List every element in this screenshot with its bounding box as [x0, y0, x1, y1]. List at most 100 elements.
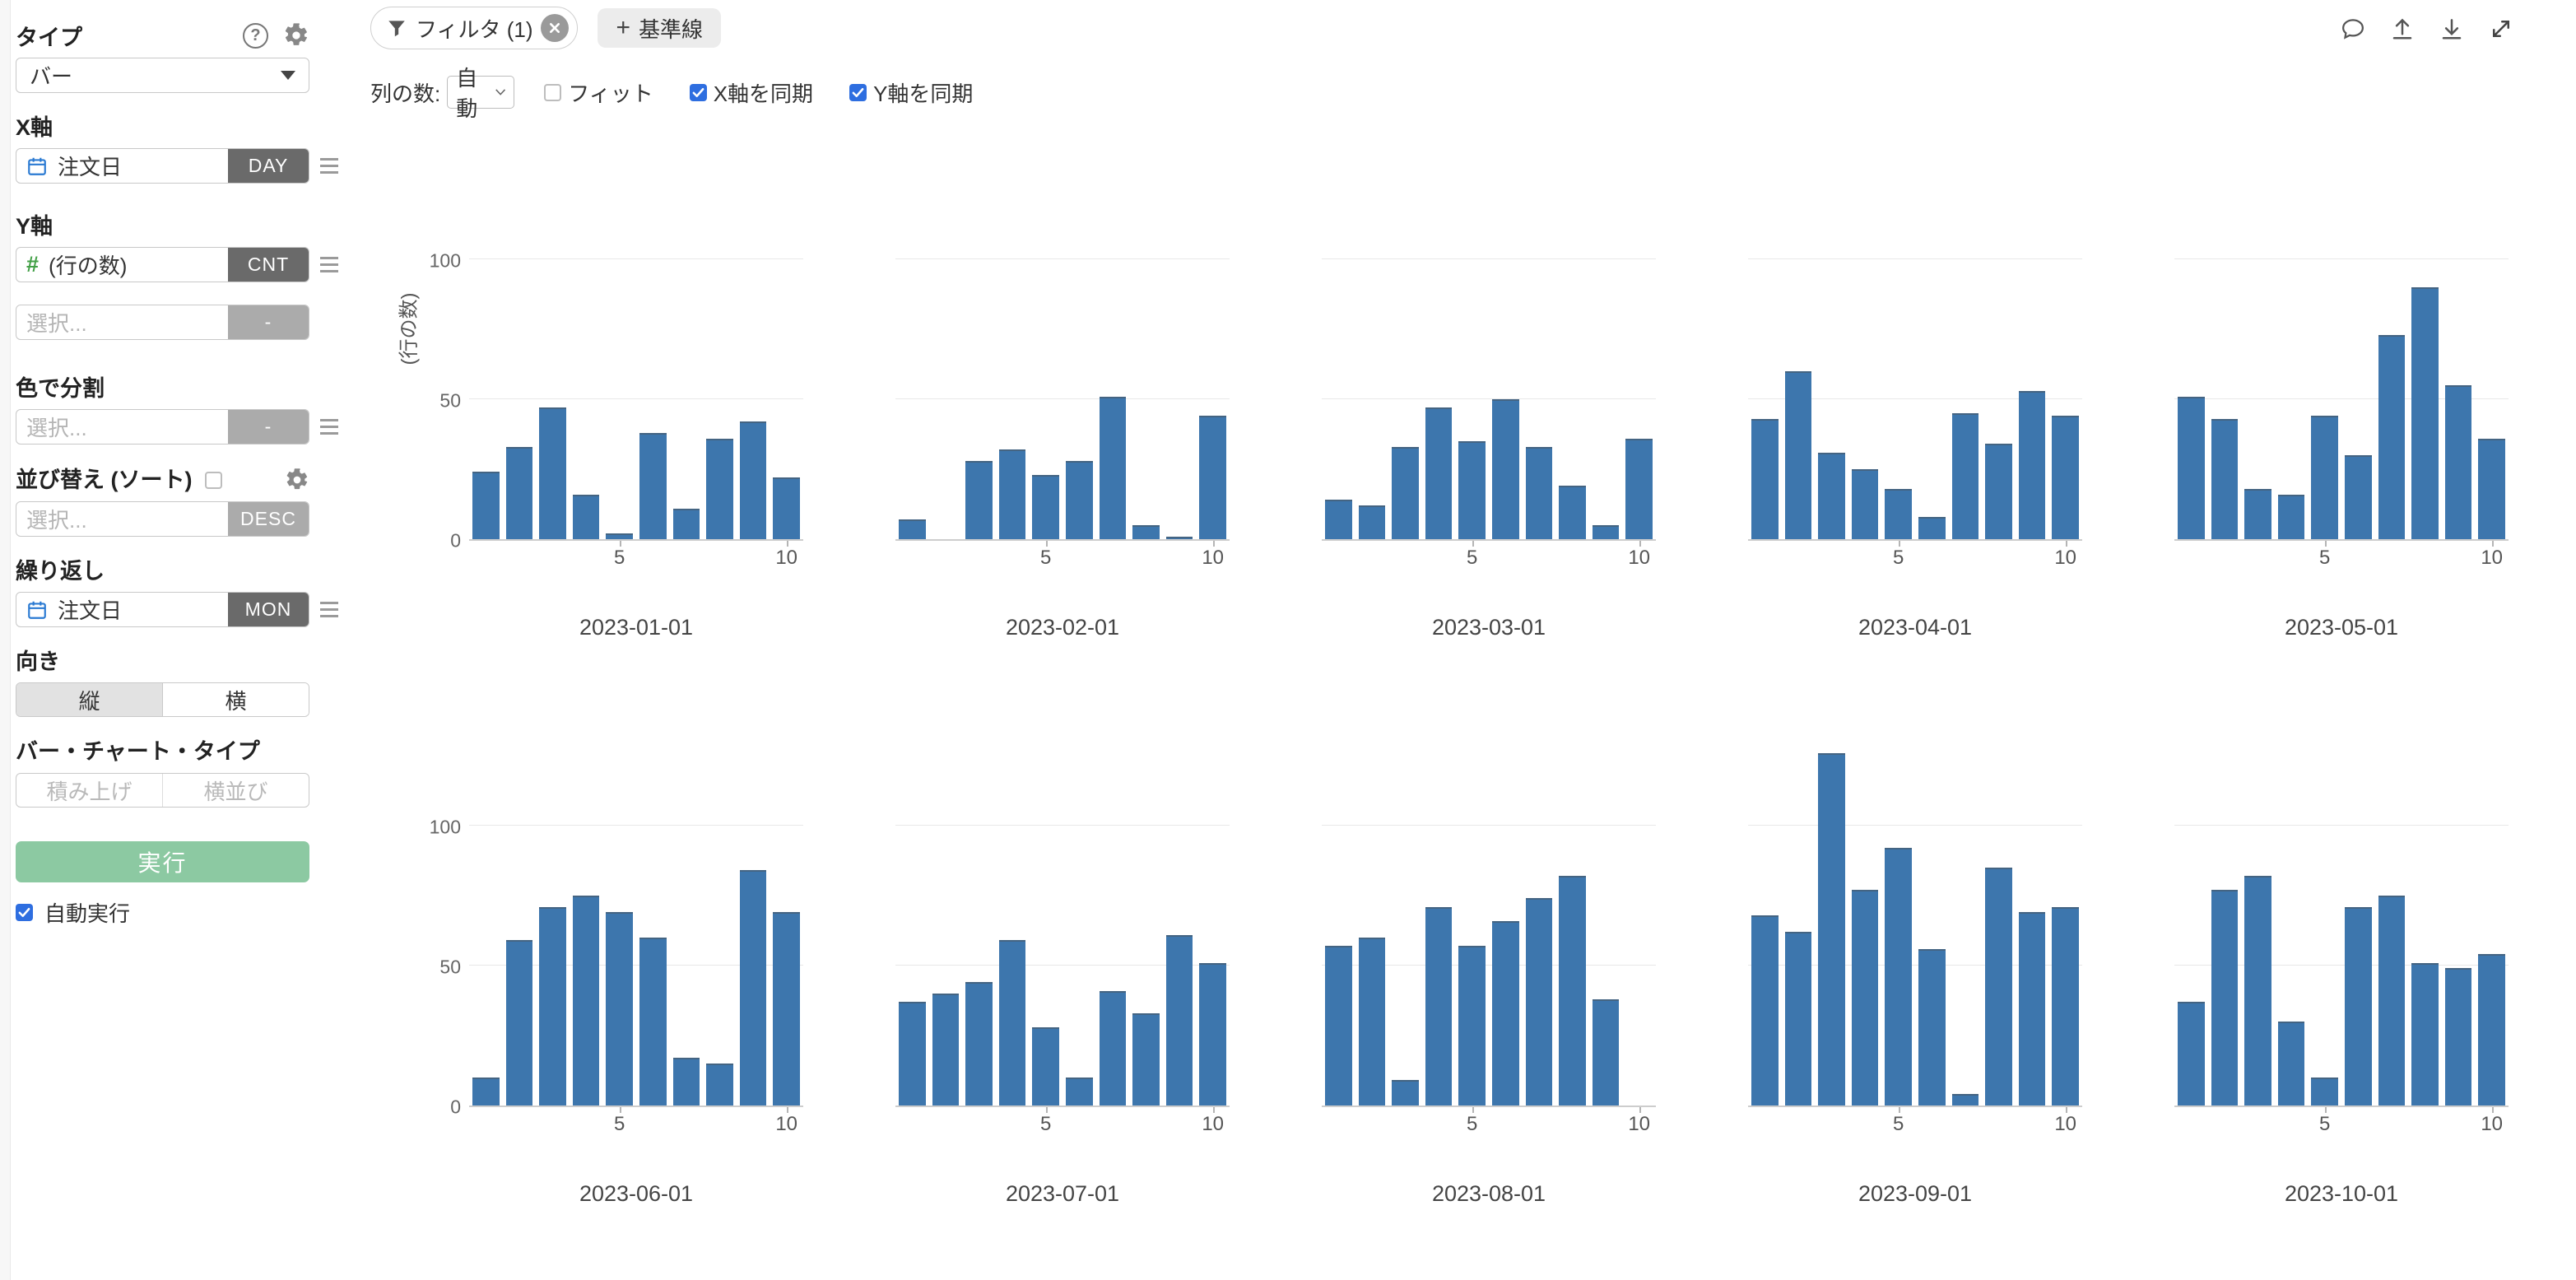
bar[interactable]: [1525, 898, 1553, 1105]
drag-handle-icon[interactable]: [320, 158, 338, 174]
bar[interactable]: [2478, 438, 2505, 539]
bar[interactable]: [2444, 968, 2472, 1105]
bar[interactable]: [1985, 444, 2012, 539]
bar[interactable]: [739, 870, 767, 1105]
bar[interactable]: [2311, 1078, 2338, 1105]
bar[interactable]: [2244, 488, 2271, 539]
bar[interactable]: [1458, 441, 1486, 539]
bar[interactable]: [2052, 906, 2079, 1105]
bar[interactable]: [1425, 407, 1453, 539]
bar[interactable]: [739, 421, 767, 539]
comment-icon[interactable]: [2341, 16, 2365, 41]
bar[interactable]: [1918, 516, 1946, 539]
bar[interactable]: [1358, 505, 1386, 539]
bar[interactable]: [1985, 868, 2012, 1105]
bar[interactable]: [2211, 418, 2239, 539]
bar[interactable]: [1199, 416, 1226, 539]
orientation-horizontal-option[interactable]: 横: [163, 683, 309, 716]
drag-handle-icon[interactable]: [320, 602, 338, 617]
pinned-user-avatar[interactable]: [2546, 5, 2576, 53]
bar[interactable]: [472, 472, 500, 539]
bar[interactable]: [2018, 912, 2046, 1105]
bar[interactable]: [899, 519, 926, 539]
bar[interactable]: [1099, 990, 1127, 1105]
repeat-aggregation-badge[interactable]: MON: [228, 593, 309, 626]
sort-direction-badge[interactable]: DESC: [228, 502, 309, 536]
bar[interactable]: [1559, 486, 1586, 539]
bar[interactable]: [1392, 1080, 1419, 1105]
bar[interactable]: [2277, 1022, 2305, 1105]
bar[interactable]: [2444, 385, 2472, 539]
y-axis-aggregation-badge[interactable]: CNT: [228, 248, 309, 282]
bar[interactable]: [606, 912, 633, 1105]
repeat-field[interactable]: 注文日 MON: [16, 592, 309, 627]
bar[interactable]: [606, 533, 633, 539]
bar[interactable]: [2478, 954, 2505, 1105]
bar[interactable]: [965, 982, 993, 1105]
help-icon[interactable]: ?: [243, 22, 268, 49]
sort-checkbox[interactable]: [205, 471, 223, 489]
bar[interactable]: [1951, 413, 1979, 539]
bar[interactable]: [1784, 932, 1812, 1105]
collapsed-panel-strip[interactable]: [0, 0, 11, 1280]
bar[interactable]: [1325, 500, 1352, 539]
bar[interactable]: [1425, 906, 1453, 1105]
columns-count-select[interactable]: 自動: [447, 66, 515, 121]
orientation-vertical-option[interactable]: 縦: [16, 683, 163, 716]
bar[interactable]: [1492, 399, 1519, 539]
bar[interactable]: [2244, 876, 2271, 1105]
bar[interactable]: [1132, 1012, 1160, 1105]
color-split-badge[interactable]: -: [228, 410, 309, 444]
sync-x-checkbox[interactable]: [689, 83, 707, 101]
bar[interactable]: [2211, 890, 2239, 1105]
bar[interactable]: [706, 1064, 733, 1105]
bar[interactable]: [1325, 946, 1352, 1105]
bar[interactable]: [965, 460, 993, 539]
bar[interactable]: [1199, 962, 1226, 1105]
bar[interactable]: [2345, 455, 2372, 539]
bar[interactable]: [1165, 536, 1193, 539]
bar[interactable]: [1751, 915, 1779, 1105]
add-baseline-button[interactable]: + 基準線: [598, 8, 722, 48]
drag-handle-icon[interactable]: [320, 419, 338, 435]
bar[interactable]: [1032, 1026, 1059, 1105]
bar[interactable]: [572, 896, 600, 1105]
bar[interactable]: [2311, 416, 2338, 539]
bar[interactable]: [1885, 848, 1912, 1105]
bar[interactable]: [1951, 1094, 1979, 1105]
bar[interactable]: [998, 449, 1026, 539]
bar[interactable]: [932, 994, 960, 1105]
y-axis-field[interactable]: # (行の数) CNT: [16, 247, 309, 282]
filter-pill[interactable]: フィルタ (1): [370, 7, 579, 49]
drag-handle-icon[interactable]: [320, 257, 338, 272]
bar[interactable]: [639, 432, 667, 539]
bar[interactable]: [672, 1058, 700, 1105]
bar[interactable]: [1592, 525, 1620, 539]
bar[interactable]: [1818, 452, 1845, 539]
bar[interactable]: [2277, 494, 2305, 539]
bar[interactable]: [998, 940, 1026, 1105]
bar[interactable]: [2411, 962, 2439, 1105]
bar[interactable]: [2178, 1002, 2205, 1105]
upload-icon[interactable]: [2390, 16, 2415, 41]
bar[interactable]: [1066, 460, 1093, 539]
x-axis-aggregation-badge[interactable]: DAY: [228, 149, 309, 183]
bar[interactable]: [1918, 948, 1946, 1105]
bar[interactable]: [2052, 416, 2079, 539]
chart-type-select[interactable]: バー: [16, 58, 309, 93]
expand-icon[interactable]: [2489, 16, 2513, 41]
download-icon[interactable]: [2439, 16, 2464, 41]
bar[interactable]: [2378, 896, 2406, 1105]
filter-remove-icon[interactable]: [541, 14, 570, 42]
bar[interactable]: [1784, 371, 1812, 539]
bar[interactable]: [1458, 946, 1486, 1105]
bar[interactable]: [1165, 934, 1193, 1105]
color-split-field[interactable]: 選択... -: [16, 409, 309, 445]
y-axis-secondary-badge[interactable]: -: [228, 305, 309, 339]
fit-checkbox[interactable]: [544, 83, 562, 101]
bar[interactable]: [1358, 938, 1386, 1105]
autorun-checkbox[interactable]: [16, 904, 33, 921]
bar[interactable]: [1885, 488, 1912, 539]
bar[interactable]: [639, 938, 667, 1105]
bar[interactable]: [572, 494, 600, 539]
